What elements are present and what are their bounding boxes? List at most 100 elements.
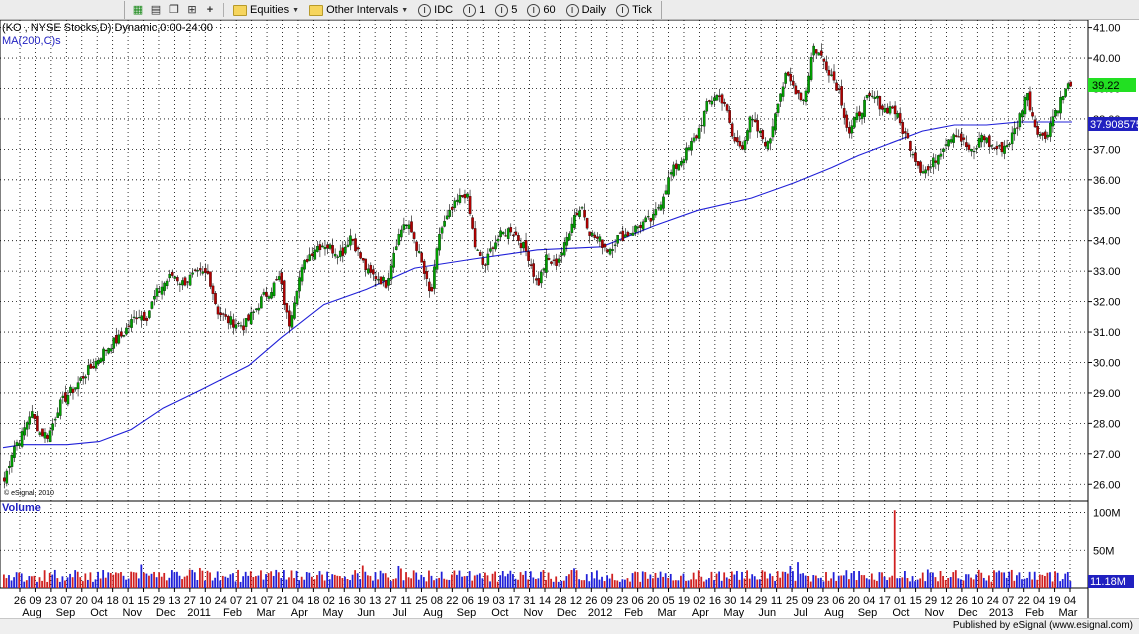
day-tick-label: 20 <box>647 595 659 607</box>
publisher-credit: Published by eSignal (www.esignal.com) <box>952 620 1133 631</box>
volume-bar <box>394 578 397 588</box>
day-tick-label: 06 <box>462 595 474 607</box>
candle <box>962 133 966 146</box>
candle <box>748 115 752 139</box>
other-intervals-menu[interactable]: Other Intervals ▼ <box>306 4 411 16</box>
interval-60-button[interactable]: I 60 <box>524 3 558 17</box>
volume-bar <box>170 570 173 588</box>
candle <box>165 278 169 290</box>
candle <box>438 227 441 256</box>
candle <box>730 121 734 139</box>
candle <box>993 147 996 151</box>
copyright-text: © eSignal, 2010 <box>4 489 54 497</box>
candle <box>708 99 711 105</box>
volume-bar <box>626 578 629 588</box>
candle <box>939 148 943 160</box>
volume-bar <box>988 575 990 588</box>
interval-tick-button[interactable]: I Tick <box>613 3 655 17</box>
volume-bar <box>496 581 499 588</box>
volume-bar <box>176 571 178 588</box>
month-tick-label: Oct <box>90 607 107 618</box>
volume-bar <box>1051 581 1054 588</box>
candle <box>316 240 319 253</box>
interval-1-button[interactable]: I 1 <box>460 3 488 17</box>
candle <box>155 284 159 302</box>
volume-bar <box>425 581 428 588</box>
equities-menu[interactable]: Equities ▼ <box>230 4 302 16</box>
volume-bar <box>1046 572 1049 588</box>
volume-bar <box>417 579 420 588</box>
price-panel[interactable] <box>0 20 1089 502</box>
volume-bar <box>596 570 598 588</box>
volume-bar <box>888 577 891 588</box>
chart-area[interactable]: 26.00 27.00 28.00 29.00 30.00 31.00 32.00 33.00… <box>0 20 1139 618</box>
candle <box>122 334 126 338</box>
volume-bar <box>972 579 975 588</box>
volume-bar <box>570 570 573 588</box>
volume-bar <box>272 575 275 588</box>
candle <box>598 233 602 247</box>
volume-bar <box>901 577 904 588</box>
volume-bar <box>468 571 471 588</box>
volume-bar <box>916 579 919 588</box>
volume-bar <box>89 572 92 588</box>
day-tick-label: 16 <box>338 595 350 607</box>
volume-bar <box>585 574 588 588</box>
volume-bar <box>191 569 194 588</box>
volume-bar <box>573 568 575 588</box>
candle <box>219 306 222 321</box>
candle <box>888 101 892 116</box>
volume-bar <box>631 573 634 588</box>
candle <box>1054 108 1057 119</box>
candle <box>366 263 370 275</box>
candle <box>282 279 286 311</box>
add-icon[interactable]: + <box>206 4 214 16</box>
candle <box>201 265 205 276</box>
volume-bar <box>285 579 288 588</box>
volume-bar <box>15 572 18 588</box>
volume-bar <box>107 572 110 588</box>
volume-bar <box>993 570 995 588</box>
volume-bar <box>687 580 690 588</box>
interval-idc-button[interactable]: I IDC <box>415 3 456 17</box>
candle <box>646 210 650 220</box>
volume-bar <box>845 570 848 588</box>
volume-bar <box>265 574 267 588</box>
interval-daily-button[interactable]: I Daily <box>563 3 609 17</box>
candle <box>865 94 869 101</box>
candle <box>58 397 62 420</box>
volume-bar <box>809 581 812 588</box>
candle <box>817 52 821 56</box>
volume-bar <box>282 570 285 588</box>
candle <box>1066 81 1070 91</box>
candle <box>613 239 617 253</box>
volume-bar <box>578 579 581 588</box>
candle <box>473 220 477 250</box>
candle <box>786 71 790 77</box>
candle <box>2 471 6 489</box>
candle <box>514 226 518 236</box>
month-tick-label: Nov <box>925 607 945 618</box>
other-intervals-label: Other Intervals <box>326 4 399 16</box>
chart-green-icon[interactable]: ▦ <box>132 4 144 16</box>
candle <box>555 253 558 271</box>
candle <box>1041 132 1045 141</box>
volume-bar <box>886 580 888 588</box>
interval-5-button[interactable]: I 5 <box>492 3 520 17</box>
page-icon[interactable]: ▤ <box>150 4 162 16</box>
copy-icon[interactable]: ❐ <box>169 4 179 16</box>
volume-bar <box>160 576 163 588</box>
volume-bar <box>840 575 843 588</box>
volume-bar <box>476 574 479 588</box>
volume-bars <box>3 510 1072 588</box>
volume-bar <box>234 581 237 588</box>
day-tick-label: 31 <box>523 595 535 607</box>
volume-bar <box>743 578 746 588</box>
volume-bar <box>64 580 66 588</box>
day-tick-label: 27 <box>184 595 196 607</box>
candle <box>822 58 826 69</box>
volume-bar <box>547 572 550 588</box>
volume-bar <box>608 578 611 588</box>
volume-bar <box>766 578 769 588</box>
layout-icon[interactable]: ⊞ <box>187 4 197 16</box>
